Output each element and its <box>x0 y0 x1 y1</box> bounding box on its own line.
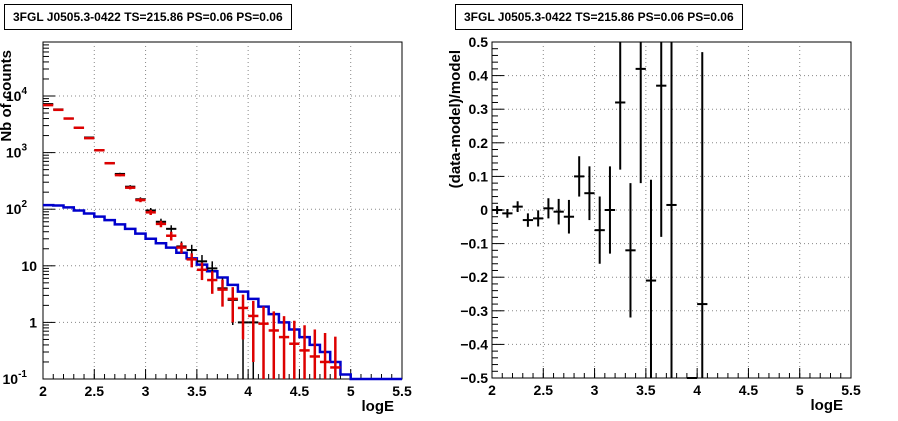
chart-title-right: 3FGL J0505.3-0422 TS=215.86 PS=0.06 PS=0… <box>455 4 743 30</box>
x-tick-label: 4 <box>693 382 701 398</box>
y-tick-label: −0.4 <box>460 336 488 352</box>
y-axis-title: (data-model)/model <box>447 50 464 188</box>
x-tick-label: 4 <box>244 383 252 399</box>
y-tick-label: 1 <box>29 314 37 330</box>
x-tick-label: 3.5 <box>636 382 656 398</box>
x-tick-label: 3.5 <box>187 383 207 399</box>
y-tick-label: −0.1 <box>460 236 488 252</box>
y-tick-label: 0 <box>480 202 488 218</box>
x-axis-title: logE <box>811 397 844 414</box>
y-tick-label: 0.1 <box>469 168 489 184</box>
chart-title-left: 3FGL J0505.3-0422 TS=215.86 PS=0.06 PS=0… <box>4 4 292 30</box>
plot-frame <box>42 41 403 380</box>
x-axis-title: logE <box>362 398 395 415</box>
residuals-panel: 2 2.5 3 3.5 4 4.5 5 5.5 −0.5 −0.4 −0.3 −0.2 −0.1 0 0.1… <box>447 34 861 414</box>
x-tick-label: 4.5 <box>739 382 759 398</box>
x-tick-label: 3 <box>591 382 599 398</box>
y-tick-label: 0.5 <box>469 34 489 50</box>
x-tick-label: 5.5 <box>841 382 861 398</box>
y-tick-label: 0.3 <box>469 101 489 117</box>
x-tick-label: 4.5 <box>290 383 310 399</box>
x-tick-label: 2 <box>39 383 47 399</box>
y-tick-label: 0.4 <box>469 68 489 84</box>
x-tick-label: 2.5 <box>534 382 554 398</box>
x-tick-label: 5.5 <box>392 383 412 399</box>
y-tick-label: −0.2 <box>460 269 488 285</box>
y-tick-label: 10-1 <box>3 369 28 387</box>
y-tick-label: 103 <box>6 143 28 161</box>
x-tick-label: 2.5 <box>85 383 105 399</box>
y-tick-label: 10 <box>21 258 37 274</box>
y-tick-label: 0.2 <box>469 135 489 151</box>
y-tick-label: 102 <box>6 199 28 217</box>
y-tick-label: −0.3 <box>460 303 488 319</box>
x-tick-label: 5 <box>796 382 804 398</box>
x-tick-label: 5 <box>347 383 355 399</box>
y-tick-label: −0.5 <box>460 370 488 386</box>
y-axis-title: Nb of counts <box>0 50 15 142</box>
x-tick-label: 2 <box>488 382 496 398</box>
x-tick-label: 3 <box>142 383 150 399</box>
